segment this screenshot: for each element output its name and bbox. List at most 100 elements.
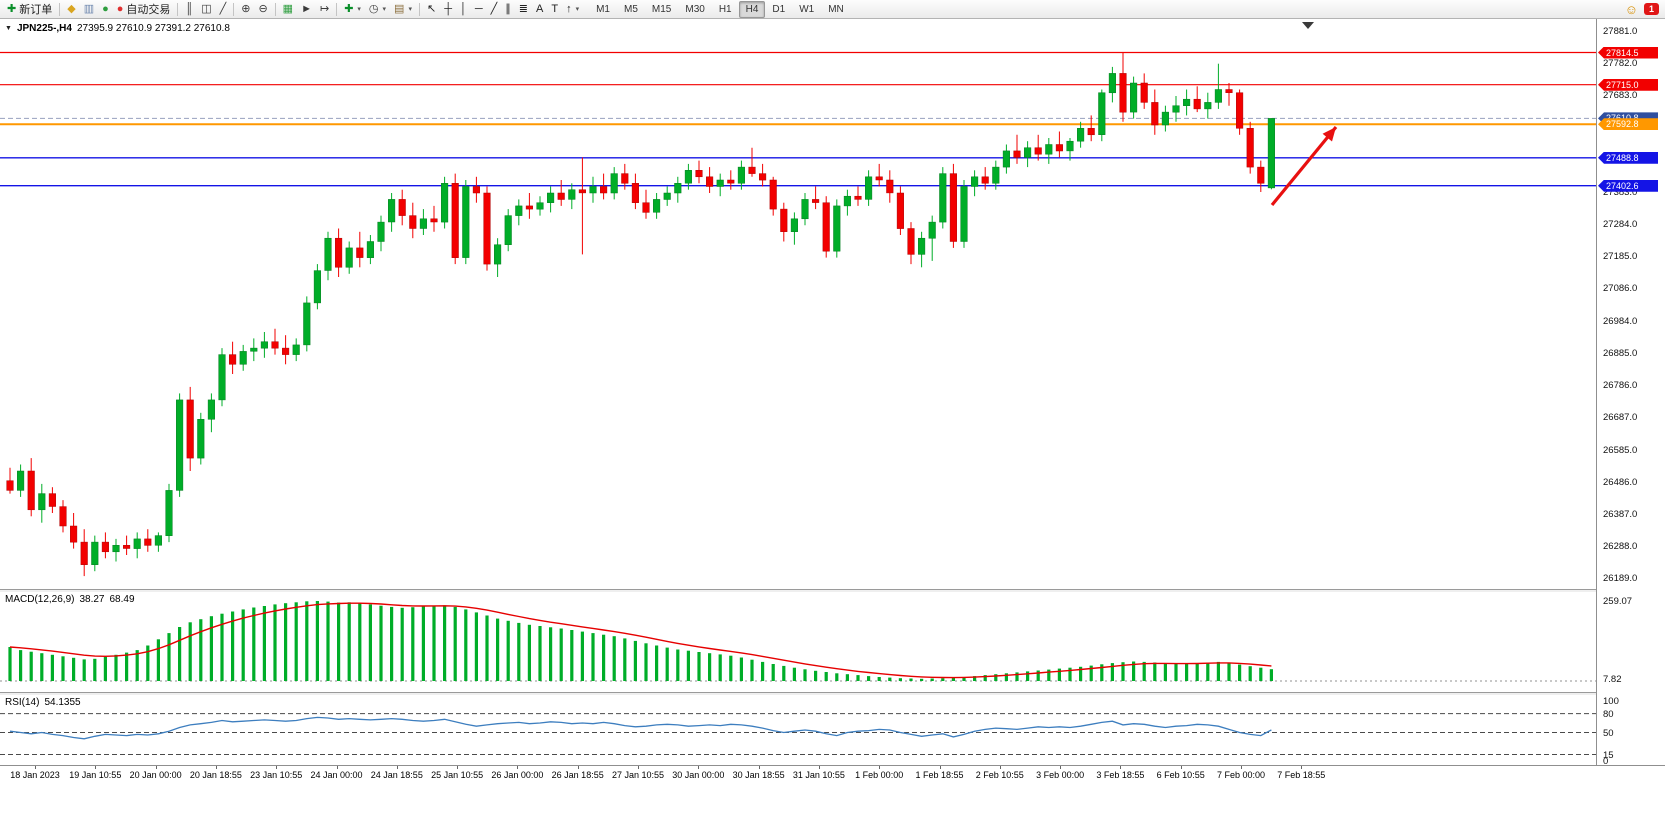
- pane-separator[interactable]: [0, 589, 1665, 592]
- vertical-line-icon: │: [459, 2, 467, 15]
- price-badge-27715.0: 27715.0: [1598, 78, 1658, 91]
- time-axis-label: 30 Jan 00:00: [672, 770, 725, 780]
- price-axis-label: 27284.0: [1603, 218, 1638, 230]
- candlestick-chart-button[interactable]: ◫: [197, 0, 215, 18]
- cursor-button[interactable]: ↖: [423, 0, 440, 18]
- time-tick: [517, 766, 519, 769]
- macd-scale-min: 7.82: [1603, 673, 1622, 685]
- price-badge-27402.6: 27402.6: [1598, 179, 1658, 192]
- zoom-out-button[interactable]: ⊖: [254, 0, 271, 18]
- rsi-scale-label: 50: [1603, 727, 1614, 739]
- text-icon: A: [536, 2, 544, 15]
- horizontal-line-button[interactable]: ─: [471, 0, 487, 18]
- profile-button[interactable]: ◆: [63, 0, 79, 18]
- timeframe-bar: M1 M5 M15 M30 H1 H4 D1 W1 MN: [589, 0, 851, 18]
- chart-header: ▼ JPN225-,H4 27395.9 27610.9 27391.2 276…: [5, 23, 230, 34]
- time-axis-label: 3 Feb 18:55: [1096, 770, 1145, 780]
- tile-windows-button[interactable]: ▦: [279, 0, 297, 18]
- notification-badge[interactable]: 1: [1643, 3, 1659, 15]
- charts-button[interactable]: ▥: [80, 0, 98, 18]
- time-axis-label: 6 Feb 10:55: [1156, 770, 1205, 780]
- new-order-button[interactable]: ✚ 新订单: [3, 0, 56, 18]
- time-tick: [1120, 766, 1122, 769]
- time-tick: [1301, 766, 1303, 769]
- rsi-indicator-pane[interactable]: RSI(14) 54.1355: [0, 695, 1596, 765]
- trendline-icon: ╱: [490, 2, 498, 15]
- fibonacci-icon: ≣: [518, 2, 528, 15]
- rsi-scale-label: 80: [1603, 708, 1614, 720]
- time-tick: [1060, 766, 1062, 769]
- toolbar-separator: [59, 2, 61, 16]
- channel-icon: ∥: [505, 2, 511, 15]
- time-tick: [215, 766, 217, 769]
- label-button[interactable]: T: [547, 0, 562, 18]
- price-axis-label: 27881.0: [1603, 25, 1638, 37]
- time-axis-label: 20 Jan 18:55: [189, 770, 242, 780]
- chart-shift-marker[interactable]: [1302, 22, 1314, 29]
- cursor-icon: ↖: [426, 2, 437, 15]
- price-axis-label: 27086.0: [1603, 282, 1638, 294]
- timeframe-M5-button[interactable]: M5: [624, 3, 638, 15]
- tile-windows-icon: ▦: [282, 2, 294, 15]
- timeframe-MN-button[interactable]: MN: [828, 3, 844, 15]
- feedback-smiley-icon[interactable]: ☺: [1624, 1, 1638, 17]
- zoom-in-button[interactable]: ⊕: [237, 0, 254, 18]
- price-axis-label: 27782.0: [1603, 57, 1638, 69]
- price-scale[interactable]: 27881.0 27782.0 27683.0 27383.0 27284.0 27185…: [1596, 19, 1665, 767]
- rsi-scale-label: 100: [1603, 696, 1619, 707]
- profile-icon: ◆: [67, 2, 76, 15]
- price-badge-27592.8: 27592.8: [1598, 118, 1658, 131]
- price-axis-label: 26687.0: [1603, 411, 1638, 423]
- dropdown-arrow-icon: ▾: [575, 6, 580, 13]
- auto-trading-button[interactable]: ● 自动交易: [113, 0, 175, 18]
- templates-button[interactable]: ▤ ▾: [390, 0, 416, 18]
- price-axis-label: 26585.0: [1603, 444, 1638, 456]
- crosshair-button[interactable]: ┼: [440, 0, 456, 18]
- timeframe-D1-button[interactable]: D1: [772, 3, 786, 15]
- rsi-value: 54.1355: [44, 697, 81, 708]
- price-badge-27814.5: 27814.5: [1598, 46, 1658, 59]
- macd-signal-value: 68.49: [109, 594, 135, 605]
- bar-chart-button[interactable]: ║: [181, 0, 197, 18]
- time-axis[interactable]: 18 Jan 2023 19 Jan 10:55 20 Jan 00:00 20 Ja…: [0, 765, 1665, 783]
- trend-arrow[interactable]: [1270, 125, 1338, 207]
- trendline-button[interactable]: ╱: [487, 0, 502, 18]
- arrows-button[interactable]: ↑ ▾: [562, 0, 583, 18]
- timeframe-M1-button[interactable]: M1: [596, 3, 610, 15]
- rsi-line: [9, 716, 1272, 740]
- indicators-button[interactable]: ✚ ▾: [340, 0, 365, 18]
- candles-layer: [6, 52, 1275, 577]
- macd-indicator-pane[interactable]: MACD(12,26,9) 38.27 68.49: [0, 592, 1596, 692]
- market-watch-icon: ●: [102, 2, 109, 15]
- time-axis-label: 18 Jan 2023: [10, 770, 60, 780]
- text-button[interactable]: A: [532, 0, 547, 18]
- timeframe-H4-button[interactable]: H4: [738, 0, 766, 18]
- periods-icon: ◷: [368, 2, 379, 15]
- channel-button[interactable]: ∥: [501, 0, 515, 18]
- toolbar-buttons: ✚ 新订单 ◆ ▥ ● ● 自动交易 ║ ◫ ╱ ⊕ ⊖ ▦ ► ↦ ✚ ▾ ◷ ▾ ▤ ▾ ↖ ┼ │ ─ ╱ ∥ ≣ A T ↑ ▾: [3, 0, 583, 18]
- time-axis-label: 30 Jan 18:55: [732, 770, 785, 780]
- timeframe-M30-button[interactable]: M30: [685, 3, 705, 15]
- timeframe-W1-button[interactable]: W1: [799, 3, 815, 15]
- time-tick: [1180, 766, 1182, 769]
- toolbar-separator: [274, 2, 276, 16]
- time-tick: [276, 766, 278, 769]
- auto-scroll-button[interactable]: ►: [297, 0, 316, 18]
- macd-signal-line: [9, 602, 1272, 679]
- pane-separator[interactable]: [0, 692, 1665, 695]
- price-chart-pane[interactable]: ▼ JPN225-,H4 27395.9 27610.9 27391.2 276…: [0, 19, 1596, 589]
- market-watch-button[interactable]: ●: [98, 0, 113, 18]
- toolbar-separator: [177, 2, 179, 16]
- timeframe-H1-button[interactable]: H1: [718, 3, 732, 15]
- line-chart-button[interactable]: ╱: [216, 0, 231, 18]
- price-axis-label: 26984.0: [1603, 315, 1638, 327]
- vertical-line-button[interactable]: │: [456, 0, 471, 18]
- periods-button[interactable]: ◷ ▾: [365, 0, 390, 18]
- charts-icon: ▥: [83, 2, 95, 15]
- timeframe-M15-button[interactable]: M15: [651, 3, 672, 15]
- fibonacci-button[interactable]: ≣: [515, 0, 532, 18]
- chart-shift-button[interactable]: ↦: [316, 0, 333, 18]
- toolbar-separator: [418, 2, 420, 16]
- collapse-triangle-icon[interactable]: ▼: [5, 25, 12, 32]
- time-axis-label: 24 Jan 00:00: [310, 770, 363, 780]
